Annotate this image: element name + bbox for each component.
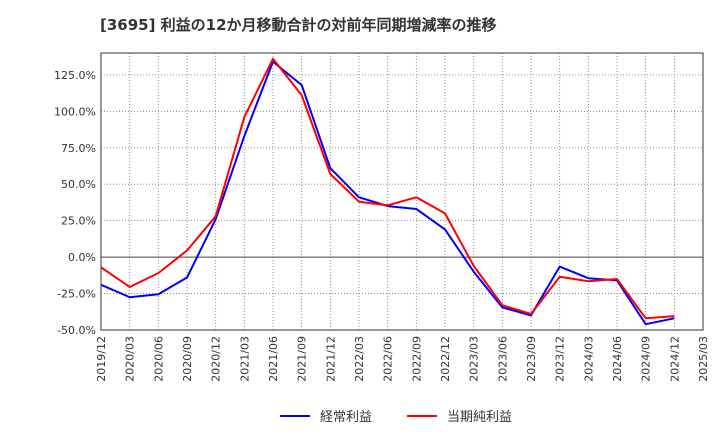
- legend-label-1: 経常利益: [320, 410, 372, 425]
- y-axis: -50.0% -25.0% 0.0% 25.0% 50.0% 75.0% 100.0% 125…: [54, 69, 96, 337]
- grid: [101, 53, 703, 331]
- x-tick-label: 2020/06: [152, 336, 165, 382]
- x-tick-label: 2024/06: [611, 336, 624, 382]
- y-tick-label: 75.0%: [61, 142, 96, 155]
- x-tick-label: 2020/03: [124, 336, 137, 382]
- y-tick-label: -25.0%: [57, 288, 96, 301]
- x-tick-label: 2019/12: [95, 336, 108, 382]
- x-tick-label: 2025/03: [697, 336, 710, 382]
- x-tick-label: 2022/03: [353, 336, 366, 382]
- x-tick-label: 2024/12: [668, 336, 681, 382]
- x-tick-label: 2021/12: [324, 336, 337, 382]
- y-tick-label: 0.0%: [68, 251, 96, 264]
- x-tick-label: 2023/03: [468, 336, 481, 382]
- x-tick-label: 2023/06: [496, 336, 509, 382]
- x-tick-label: 2021/09: [296, 336, 309, 382]
- y-tick-label: 25.0%: [61, 215, 96, 228]
- y-tick-label: 125.0%: [54, 69, 96, 82]
- y-tick-label: 100.0%: [54, 105, 96, 118]
- x-tick-label: 2021/06: [267, 336, 280, 382]
- chart-title: [3695] 利益の12か月移動合計の対前年同期増減率の推移: [100, 16, 497, 34]
- y-tick-label: -50.0%: [57, 324, 96, 337]
- x-tick-label: 2020/12: [210, 336, 223, 382]
- legend-label-2: 当期純利益: [447, 410, 512, 425]
- x-tick-label: 2024/09: [640, 336, 653, 382]
- x-tick-label: 2022/06: [382, 336, 395, 382]
- plot-frame: [100, 52, 704, 331]
- series-group: [100, 57, 675, 326]
- x-tick-label: 2020/09: [181, 336, 194, 382]
- legend: 経常利益 当期純利益: [280, 410, 512, 425]
- y-tick-label: 50.0%: [61, 178, 96, 191]
- x-tick-label: 2023/09: [525, 336, 538, 382]
- series-line-2: [100, 57, 675, 320]
- x-tick-label: 2022/12: [439, 336, 452, 382]
- x-tick-label: 2022/09: [410, 336, 423, 382]
- x-tick-label: 2021/03: [238, 336, 251, 382]
- x-tick-label: 2024/03: [582, 336, 595, 382]
- x-tick-label: 2023/12: [554, 336, 567, 382]
- x-axis: 2019/12 2020/03 2020/06 2020/09 2020/12 2021/…: [95, 336, 710, 382]
- plot-border: [100, 52, 704, 331]
